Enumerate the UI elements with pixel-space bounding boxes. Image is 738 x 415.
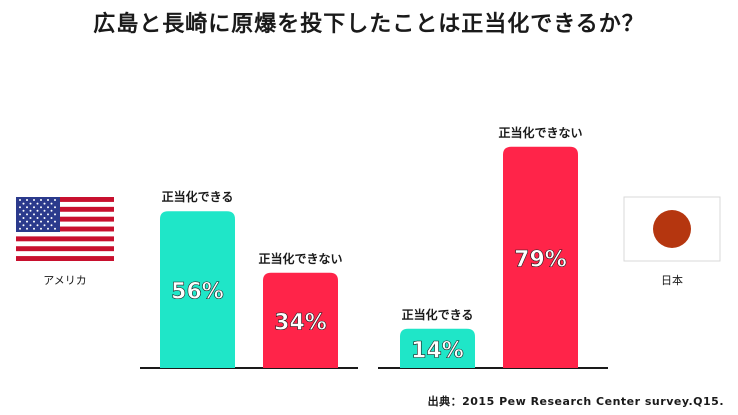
data-label: 34% [274, 310, 327, 335]
category-label: 正当化できる [162, 189, 234, 204]
category-label: 正当化できない [258, 251, 342, 266]
bar [503, 146, 578, 368]
data-label: 56% [171, 280, 224, 305]
category-label: 正当化できない [498, 125, 582, 140]
source-note: 出典：2015 Pew Research Center survey.Q15. [427, 395, 724, 408]
country-label-usa: アメリカ [43, 274, 87, 287]
us-flag-icon [16, 197, 114, 261]
bar [400, 328, 475, 368]
category-label: 正当化できる [402, 307, 474, 322]
data-label: 14% [411, 338, 464, 363]
bar [160, 211, 235, 368]
data-label: 79% [514, 247, 567, 272]
japan-flag-icon [623, 196, 721, 262]
chart-title: 広島と長崎に原爆を投下したことは正当化できるか？ [93, 12, 645, 37]
bar [263, 272, 338, 368]
country-label-japan: 日本 [661, 274, 683, 287]
